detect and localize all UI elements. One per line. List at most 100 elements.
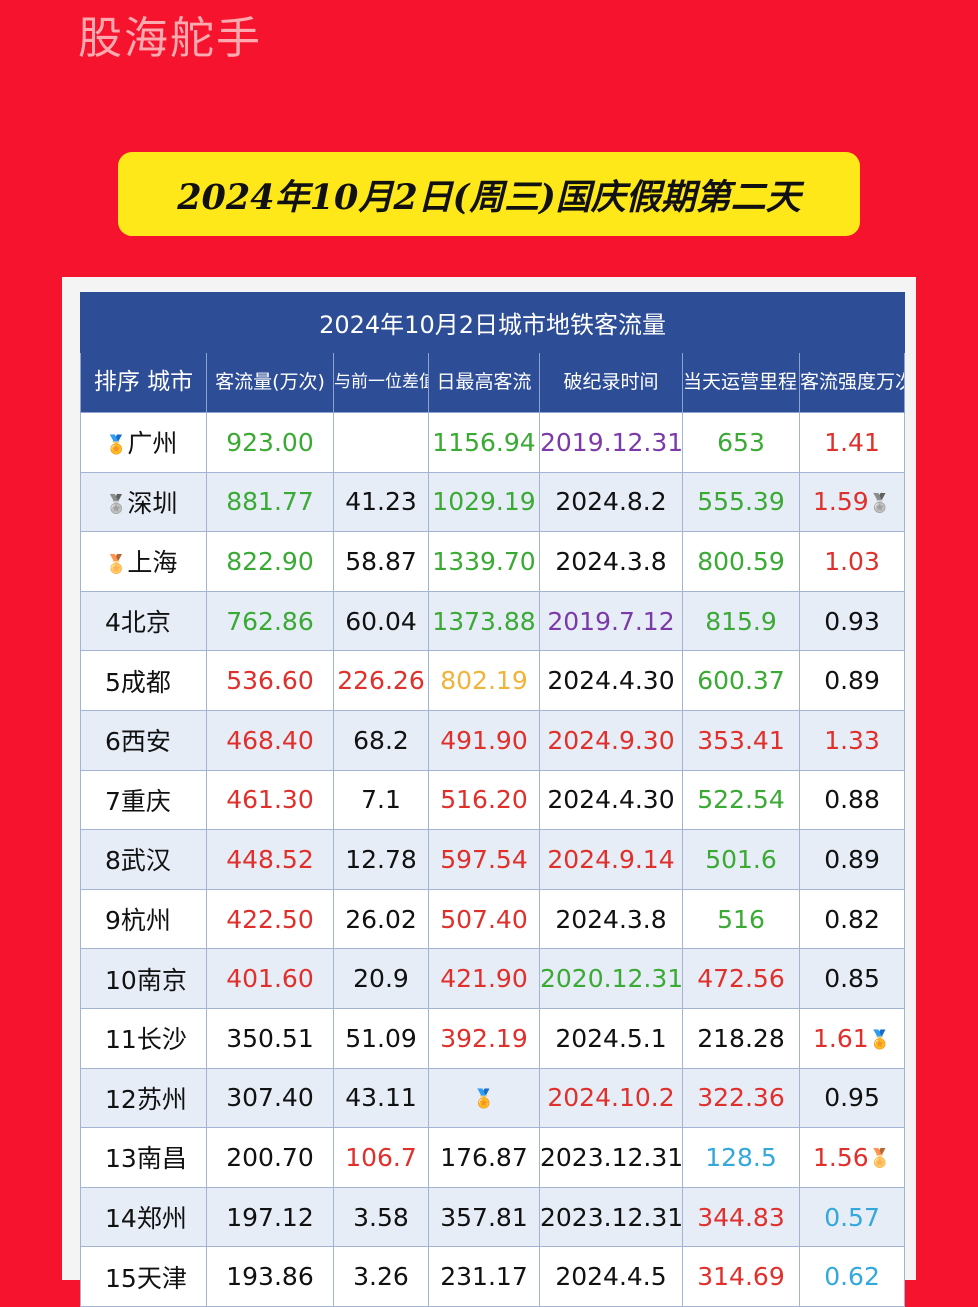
cell-flow-value: 350.51 <box>226 1023 314 1053</box>
cell-rank-city: 🏅深圳 <box>80 471 207 533</box>
cell-record: 2024.10.2 <box>539 1067 683 1129</box>
cell-flow: 822.90 <box>206 531 334 592</box>
cell-km-value: 600.37 <box>697 666 785 696</box>
cell-km: 501.6 <box>682 829 800 890</box>
cell-record-value: 2023.12.31 <box>540 1142 683 1172</box>
cell-record: 2024.3.8 <box>539 888 683 950</box>
city-name: 北京 <box>120 608 171 638</box>
rank-number: 10 <box>105 965 137 995</box>
cell-record-value: 2024.3.8 <box>555 546 667 576</box>
cell-km-value: 653 <box>717 427 765 457</box>
cell-intensity: 0.93 <box>798 590 906 652</box>
cell-flow: 200.70 <box>206 1127 334 1188</box>
table-row: 5成都 536.60 226.26 802.19 2024.4.30 600.37 0.89 <box>80 650 906 711</box>
cell-diff: 106.7 <box>333 1127 429 1188</box>
cell-intensity-value: 0.57 <box>824 1202 880 1232</box>
cell-diff: 58.87 <box>333 531 429 592</box>
header-rank-city: 排序 城市 <box>80 352 207 413</box>
cell-max: 507.40 <box>428 888 540 950</box>
cell-intensity-value: 1.56 <box>812 1142 869 1172</box>
rank-number: 14 <box>105 1204 137 1234</box>
cell-intensity: 1.56🏅 <box>798 1127 906 1188</box>
cell-flow: 193.86 <box>206 1246 334 1307</box>
gold-medal-icon: 🏅 <box>868 1029 892 1051</box>
cell-flow-value: 197.12 <box>226 1202 314 1232</box>
cell-diff: 226.26 <box>333 650 429 711</box>
cell-km-value: 128.5 <box>705 1142 777 1172</box>
cell-flow-value: 193.86 <box>226 1262 314 1292</box>
cell-record: 2024.4.30 <box>539 769 683 831</box>
cell-diff <box>333 412 429 473</box>
cell-max: 392.19 <box>428 1007 540 1069</box>
rank-number: 8 <box>105 846 121 876</box>
cell-record: 2024.3.8 <box>539 531 683 592</box>
cell-intensity-value: 0.82 <box>824 904 880 934</box>
table-row: 9杭州 422.50 26.02 507.40 2024.3.8 516 0.82 <box>80 888 906 950</box>
table-row: 10南京 401.60 20.9 421.90 2020.12.31 472.56 0.85 <box>80 948 906 1009</box>
watermark: 股海舵手 <box>78 13 262 64</box>
cell-km: 522.54 <box>682 769 800 831</box>
cell-km: 653 <box>682 412 800 473</box>
cell-max-value: 491.90 <box>440 725 528 755</box>
cell-diff-value: 20.9 <box>353 964 409 994</box>
cell-diff: 68.2 <box>333 709 429 771</box>
cell-km: 600.37 <box>682 650 800 711</box>
table-row: 14郑州 197.12 3.58 357.81 2023.12.31 344.83 0.57 <box>80 1186 906 1248</box>
cell-km-value: 516 <box>717 904 765 934</box>
cell-flow: 401.60 <box>206 948 334 1009</box>
cell-diff-value: 106.7 <box>345 1142 417 1172</box>
cell-km: 815.9 <box>682 590 800 652</box>
table-row: 13南昌 200.70 106.7 176.87 2023.12.31 128.5 1.56… <box>80 1127 906 1188</box>
cell-intensity: 1.41 <box>798 412 906 473</box>
header-record: 破纪录时间 <box>539 352 683 413</box>
cell-diff-value: 51.09 <box>345 1023 417 1053</box>
cell-diff: 12.78 <box>333 829 429 890</box>
silver-medal-icon: 🏅 <box>105 494 128 516</box>
cell-max: 516.20 <box>428 769 540 831</box>
cell-diff: 60.04 <box>333 590 429 652</box>
cell-intensity-value: 1.03 <box>824 546 880 576</box>
cell-intensity-value: 0.95 <box>824 1083 880 1113</box>
bronze-medal-icon: 🏅 <box>868 1148 892 1170</box>
cell-max-value: 392.19 <box>440 1023 528 1053</box>
cell-km: 516 <box>682 888 800 950</box>
cell-km-value: 555.39 <box>697 487 785 517</box>
cell-km: 353.41 <box>682 709 800 771</box>
cell-record: 2024.9.30 <box>539 709 683 771</box>
city-name: 天津 <box>136 1263 187 1293</box>
table-row: 11长沙 350.51 51.09 392.19 2024.5.1 218.28 1.61🏅 <box>80 1007 906 1069</box>
cell-rank-city: 15天津 <box>80 1246 207 1307</box>
cell-km: 344.83 <box>682 1186 800 1248</box>
table-row: 6西安 468.40 68.2 491.90 2024.9.30 353.41 1.33 <box>80 709 906 771</box>
cell-intensity-value: 0.93 <box>824 606 880 636</box>
cell-flow: 307.40 <box>206 1067 334 1129</box>
cell-rank-city: 6西安 <box>80 709 207 771</box>
date-banner: 2024年10月2日(周三)国庆假期第二天 <box>118 152 860 236</box>
city-name: 苏州 <box>136 1084 187 1114</box>
cell-km-value: 501.6 <box>705 844 777 874</box>
cell-flow-value: 307.40 <box>226 1083 314 1113</box>
cell-flow: 881.77 <box>206 471 334 533</box>
cell-intensity: 0.88 <box>798 769 906 831</box>
cell-diff: 43.11 <box>333 1067 429 1129</box>
cell-diff-value: 3.26 <box>353 1262 409 1292</box>
city-name: 西安 <box>120 727 171 757</box>
cell-max: 231.17 <box>428 1246 540 1307</box>
cell-diff-value: 41.23 <box>345 487 417 517</box>
city-name: 重庆 <box>120 786 171 816</box>
cell-flow-value: 200.70 <box>226 1142 314 1172</box>
cell-max: 421.90 <box>428 948 540 1009</box>
rank-number: 7 <box>105 786 121 816</box>
cell-max: 802.19 <box>428 650 540 711</box>
cell-record: 2020.12.31 <box>539 948 683 1009</box>
cell-flow-value: 536.60 <box>226 666 314 696</box>
cell-max-value: 176.87 <box>440 1142 528 1172</box>
cell-intensity: 1.03 <box>798 531 906 592</box>
cell-intensity: 1.59🏅 <box>798 471 906 533</box>
cell-diff-value: 58.87 <box>345 546 417 576</box>
cell-flow-value: 881.77 <box>226 487 314 517</box>
cell-max-value: 231.17 <box>440 1262 528 1292</box>
cell-record-value: 2024.4.5 <box>555 1262 667 1292</box>
cell-record: 2024.9.14 <box>539 829 683 890</box>
table-row: 15天津 193.86 3.26 231.17 2024.4.5 314.69 0.62 <box>80 1246 906 1307</box>
